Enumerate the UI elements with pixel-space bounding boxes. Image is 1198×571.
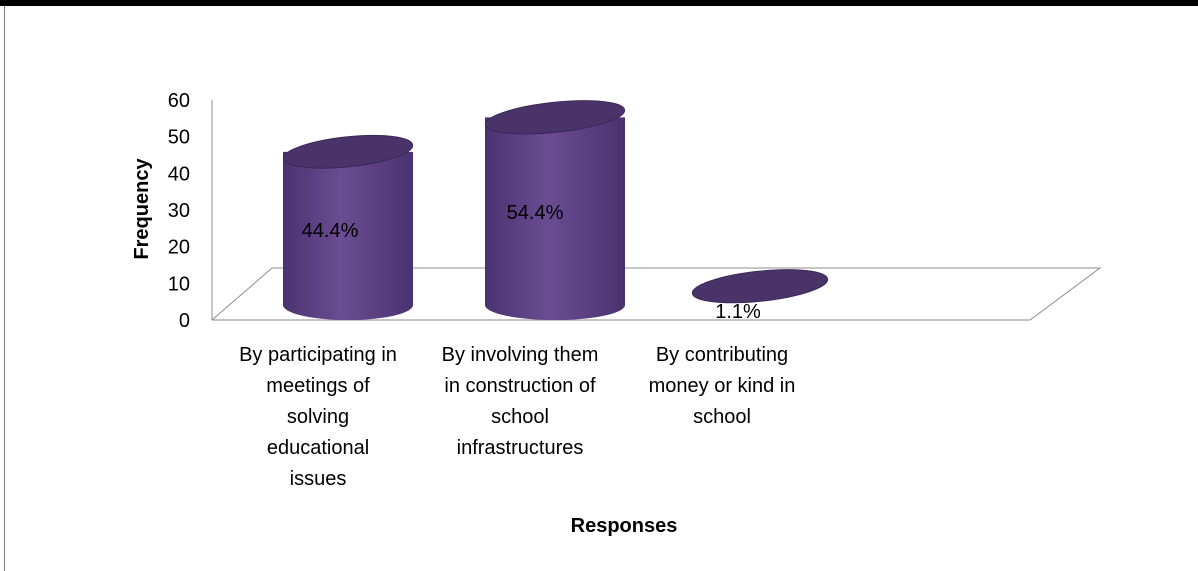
bar-2 bbox=[484, 100, 626, 320]
bar-1 bbox=[282, 134, 414, 320]
bars bbox=[282, 100, 829, 320]
category-labels: By participating in meetings of solving edu… bbox=[239, 344, 795, 490]
data-label: 54.4% bbox=[507, 202, 564, 224]
bar-top bbox=[484, 100, 626, 135]
data-label: 44.4% bbox=[302, 220, 359, 242]
y-tick-label: 0 bbox=[179, 310, 190, 332]
floor-outline bbox=[211, 267, 1102, 321]
y-tick-label: 20 bbox=[168, 237, 190, 259]
y-axis-ticks: 0 10 20 30 40 50 60 bbox=[168, 90, 190, 332]
category-label: By involving them in construction of schoo… bbox=[442, 344, 599, 459]
chart-floor bbox=[211, 100, 1102, 321]
y-axis-title: Frequency bbox=[131, 158, 153, 260]
data-label: 1.1% bbox=[715, 301, 761, 323]
category-label: By contributing money or kind in school bbox=[649, 344, 796, 428]
left-border bbox=[4, 6, 5, 571]
bar-top bbox=[691, 269, 829, 304]
y-tick-label: 60 bbox=[168, 90, 190, 112]
top-border bbox=[0, 0, 1198, 6]
y-tick-label: 40 bbox=[168, 163, 190, 185]
bar-body bbox=[485, 117, 625, 320]
bar-top bbox=[282, 134, 414, 169]
y-tick-label: 30 bbox=[168, 200, 190, 222]
category-label: By participating in meetings of solving edu… bbox=[239, 344, 397, 490]
bar-3 bbox=[691, 269, 829, 304]
bar-body bbox=[283, 151, 413, 320]
x-axis-title: Responses bbox=[571, 515, 678, 537]
y-tick-label: 10 bbox=[168, 273, 190, 295]
y-tick-label: 50 bbox=[168, 127, 190, 149]
data-labels: 44.4% 54.4% 1.1% bbox=[302, 202, 761, 323]
